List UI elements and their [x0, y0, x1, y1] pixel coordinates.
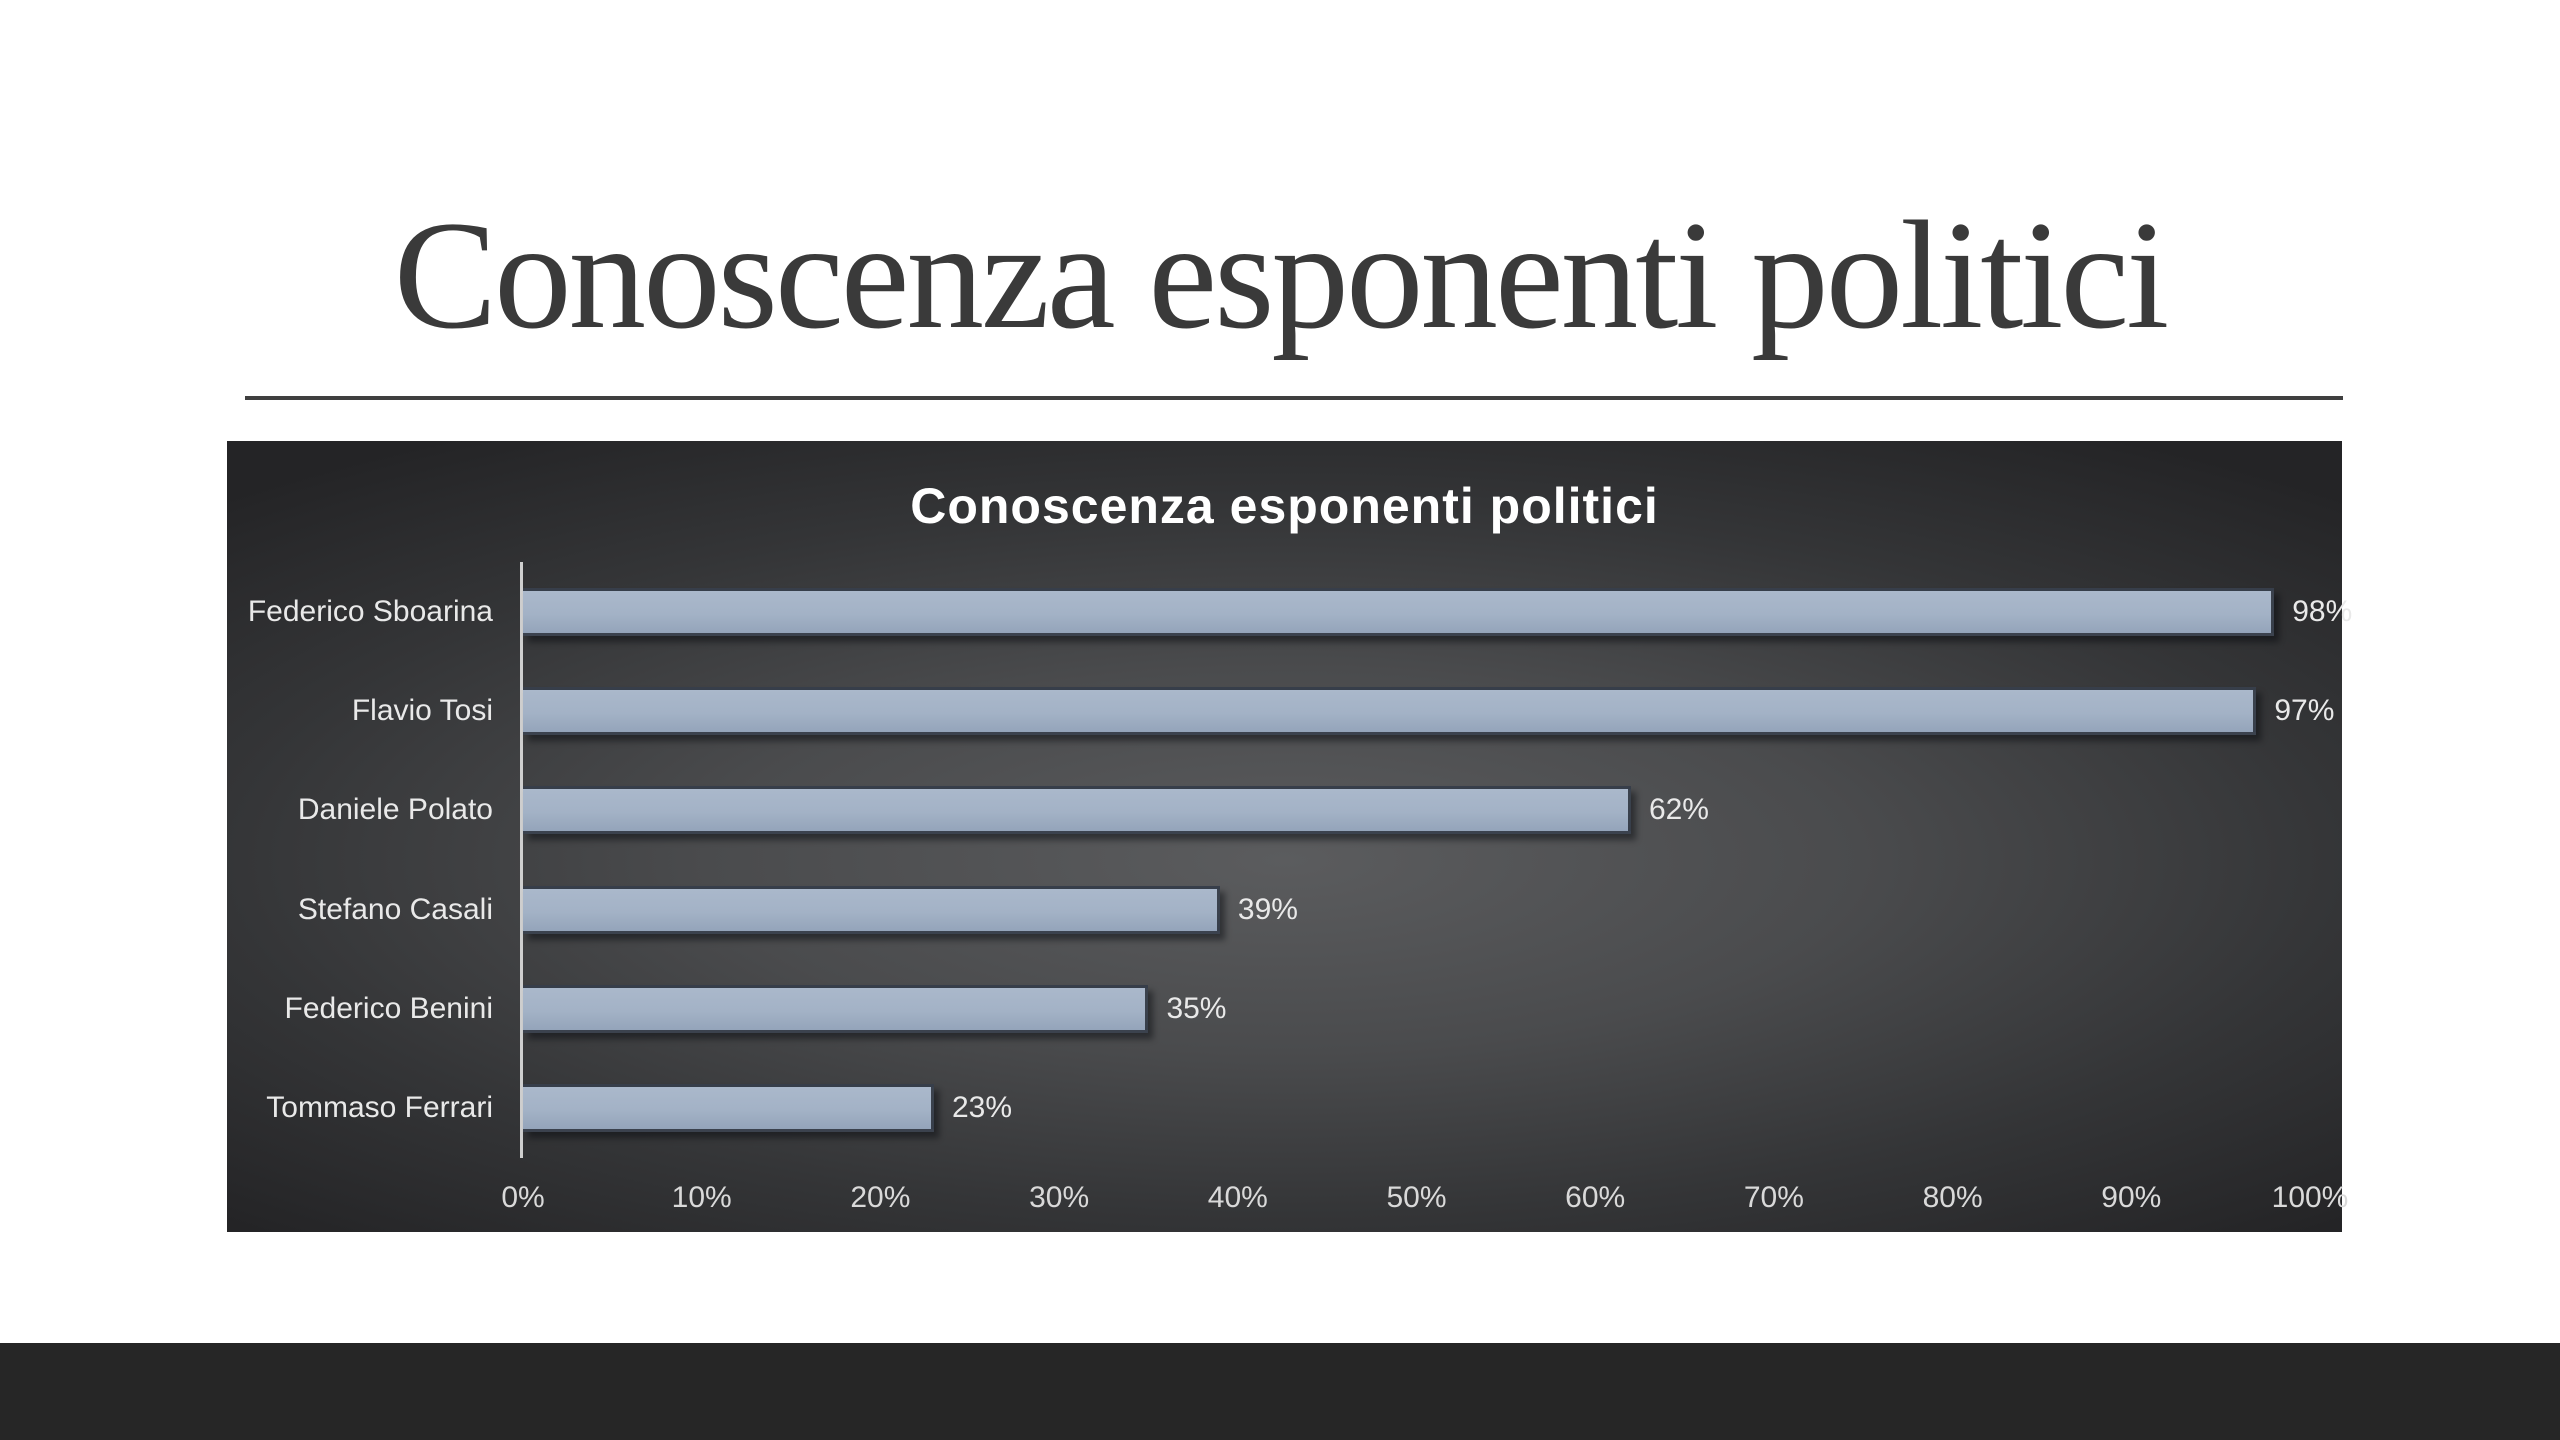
- x-tick-label: 0%: [501, 1181, 545, 1214]
- x-tick-label: 50%: [1386, 1181, 1447, 1214]
- plot-area: 98% 97% 62% 39% 35% 23%: [520, 562, 2352, 1158]
- y-axis-line: [520, 562, 523, 1158]
- bar: [523, 587, 2275, 636]
- x-tick-label: 100%: [2271, 1181, 2349, 1214]
- chart-title: Conoscenza esponenti politici: [910, 478, 1659, 534]
- bar: [523, 786, 1631, 835]
- value-label: 62%: [1648, 793, 1709, 827]
- bar: [523, 885, 1220, 934]
- title-divider: [245, 396, 2343, 400]
- value-label: 39%: [1237, 892, 1298, 926]
- value-label: 97%: [2274, 694, 2335, 727]
- x-tick-label: 90%: [2101, 1181, 2162, 1214]
- footer-bar: [0, 1343, 2560, 1440]
- x-tick-label: 40%: [1207, 1181, 1268, 1214]
- value-label: 98%: [2292, 594, 2353, 628]
- x-tick-label: 20%: [850, 1181, 911, 1214]
- category-label: Flavio Tosi: [351, 694, 493, 727]
- x-axis-tick-labels: 0% 10% 20% 30% 40% 50% 60% 70% 80% 90% 100%: [501, 1181, 2348, 1221]
- x-tick-label: 80%: [1922, 1181, 1983, 1214]
- x-tick-label: 60%: [1565, 1181, 1626, 1214]
- bar: [523, 985, 1149, 1033]
- category-label: Stefano Casali: [297, 892, 493, 926]
- category-label: Federico Sboarina: [247, 594, 493, 628]
- category-label: Daniele Polato: [297, 793, 493, 827]
- value-label: 23%: [952, 1091, 1013, 1125]
- bar: [523, 1084, 934, 1133]
- category-axis-labels: Federico Sboarina Flavio Tosi Daniele Pola…: [227, 562, 509, 1158]
- value-label: 35%: [1166, 992, 1227, 1025]
- x-tick-label: 10%: [671, 1181, 732, 1214]
- bar-chart: Conoscenza esponenti politici Federico S…: [227, 441, 2352, 1232]
- x-tick-label: 70%: [1743, 1181, 1804, 1214]
- category-label: Tommaso Ferrari: [266, 1091, 493, 1125]
- x-tick-label: 30%: [1029, 1181, 1090, 1214]
- page-title: Conoscenza esponenti politici: [393, 189, 2170, 361]
- bar: [523, 687, 2257, 735]
- category-label: Federico Benini: [284, 992, 493, 1025]
